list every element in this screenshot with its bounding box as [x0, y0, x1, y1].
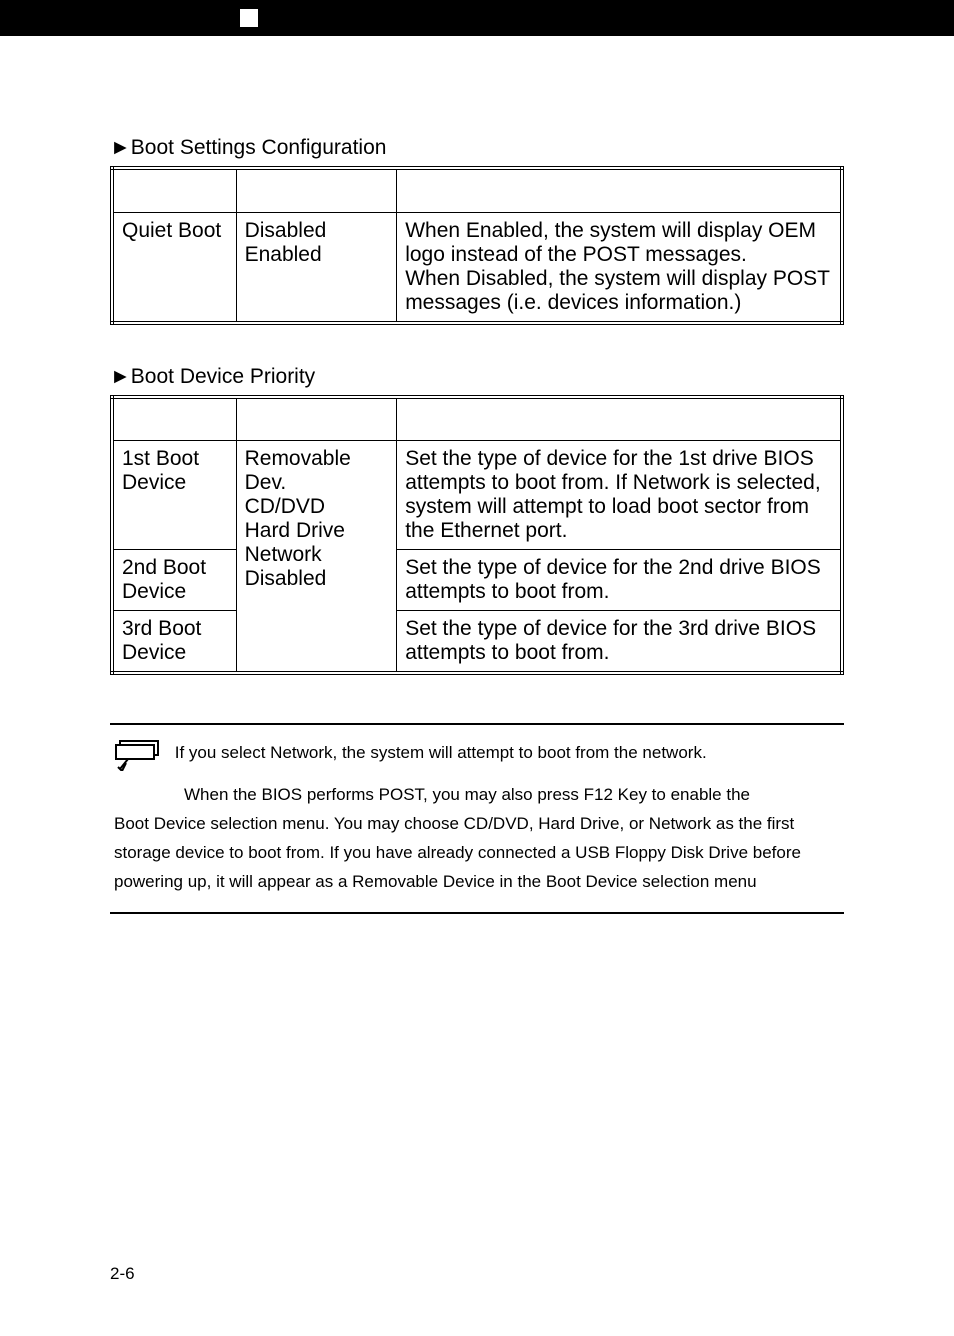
note-body: If you select Network, the system will a…	[114, 739, 840, 896]
field-cell: 1st Boot Device	[112, 441, 236, 550]
table-header-row	[112, 397, 842, 441]
note-icon	[114, 739, 170, 781]
boot-priority-table: 1st Boot Device Removable Dev. CD/DVD Ha…	[110, 395, 844, 676]
table-header-cell	[112, 168, 236, 212]
table-header-cell	[112, 397, 236, 441]
field-cell: 2nd Boot Device	[112, 550, 236, 611]
note-rest: Boot Device selection menu. You may choo…	[114, 810, 840, 897]
table-header-cell	[236, 397, 397, 441]
table-row: 2nd Boot Device Set the type of device f…	[112, 550, 842, 611]
page-number: 2-6	[110, 1264, 135, 1284]
description-cell: Set the type of device for the 1st drive…	[397, 441, 842, 550]
header-square-icon	[240, 9, 258, 27]
header-bar	[0, 0, 954, 36]
description-cell: Set the type of device for the 2nd drive…	[397, 550, 842, 611]
table-row: 1st Boot Device Removable Dev. CD/DVD Ha…	[112, 441, 842, 550]
description-cell: Set the type of device for the 3rd drive…	[397, 611, 842, 674]
table-header-cell	[397, 397, 842, 441]
boot-priority-heading: ►Boot Device Priority	[110, 365, 844, 389]
table-row: Quiet Boot Disabled Enabled When Enabled…	[112, 212, 842, 323]
table-header-cell	[236, 168, 397, 212]
table-header-row	[112, 168, 842, 212]
description-cell: When Enabled, the system will display OE…	[397, 212, 842, 323]
settings-cell: Disabled Enabled	[236, 212, 397, 323]
table-row: 3rd Boot Device Set the type of device f…	[112, 611, 842, 674]
page-content: ►Boot Settings Configuration Quiet Boot …	[0, 36, 954, 914]
boot-settings-table: Quiet Boot Disabled Enabled When Enabled…	[110, 166, 844, 325]
settings-cell: Removable Dev. CD/DVD Hard Drive Network…	[236, 441, 397, 674]
note-line1: If you select Network, the system will a…	[175, 743, 707, 762]
boot-settings-heading: ►Boot Settings Configuration	[110, 136, 844, 160]
note-line2: When the BIOS performs POST, you may als…	[184, 785, 750, 804]
note-block: If you select Network, the system will a…	[110, 723, 844, 914]
field-cell: 3rd Boot Device	[112, 611, 236, 674]
table-header-cell	[397, 168, 842, 212]
field-cell: Quiet Boot	[112, 212, 236, 323]
